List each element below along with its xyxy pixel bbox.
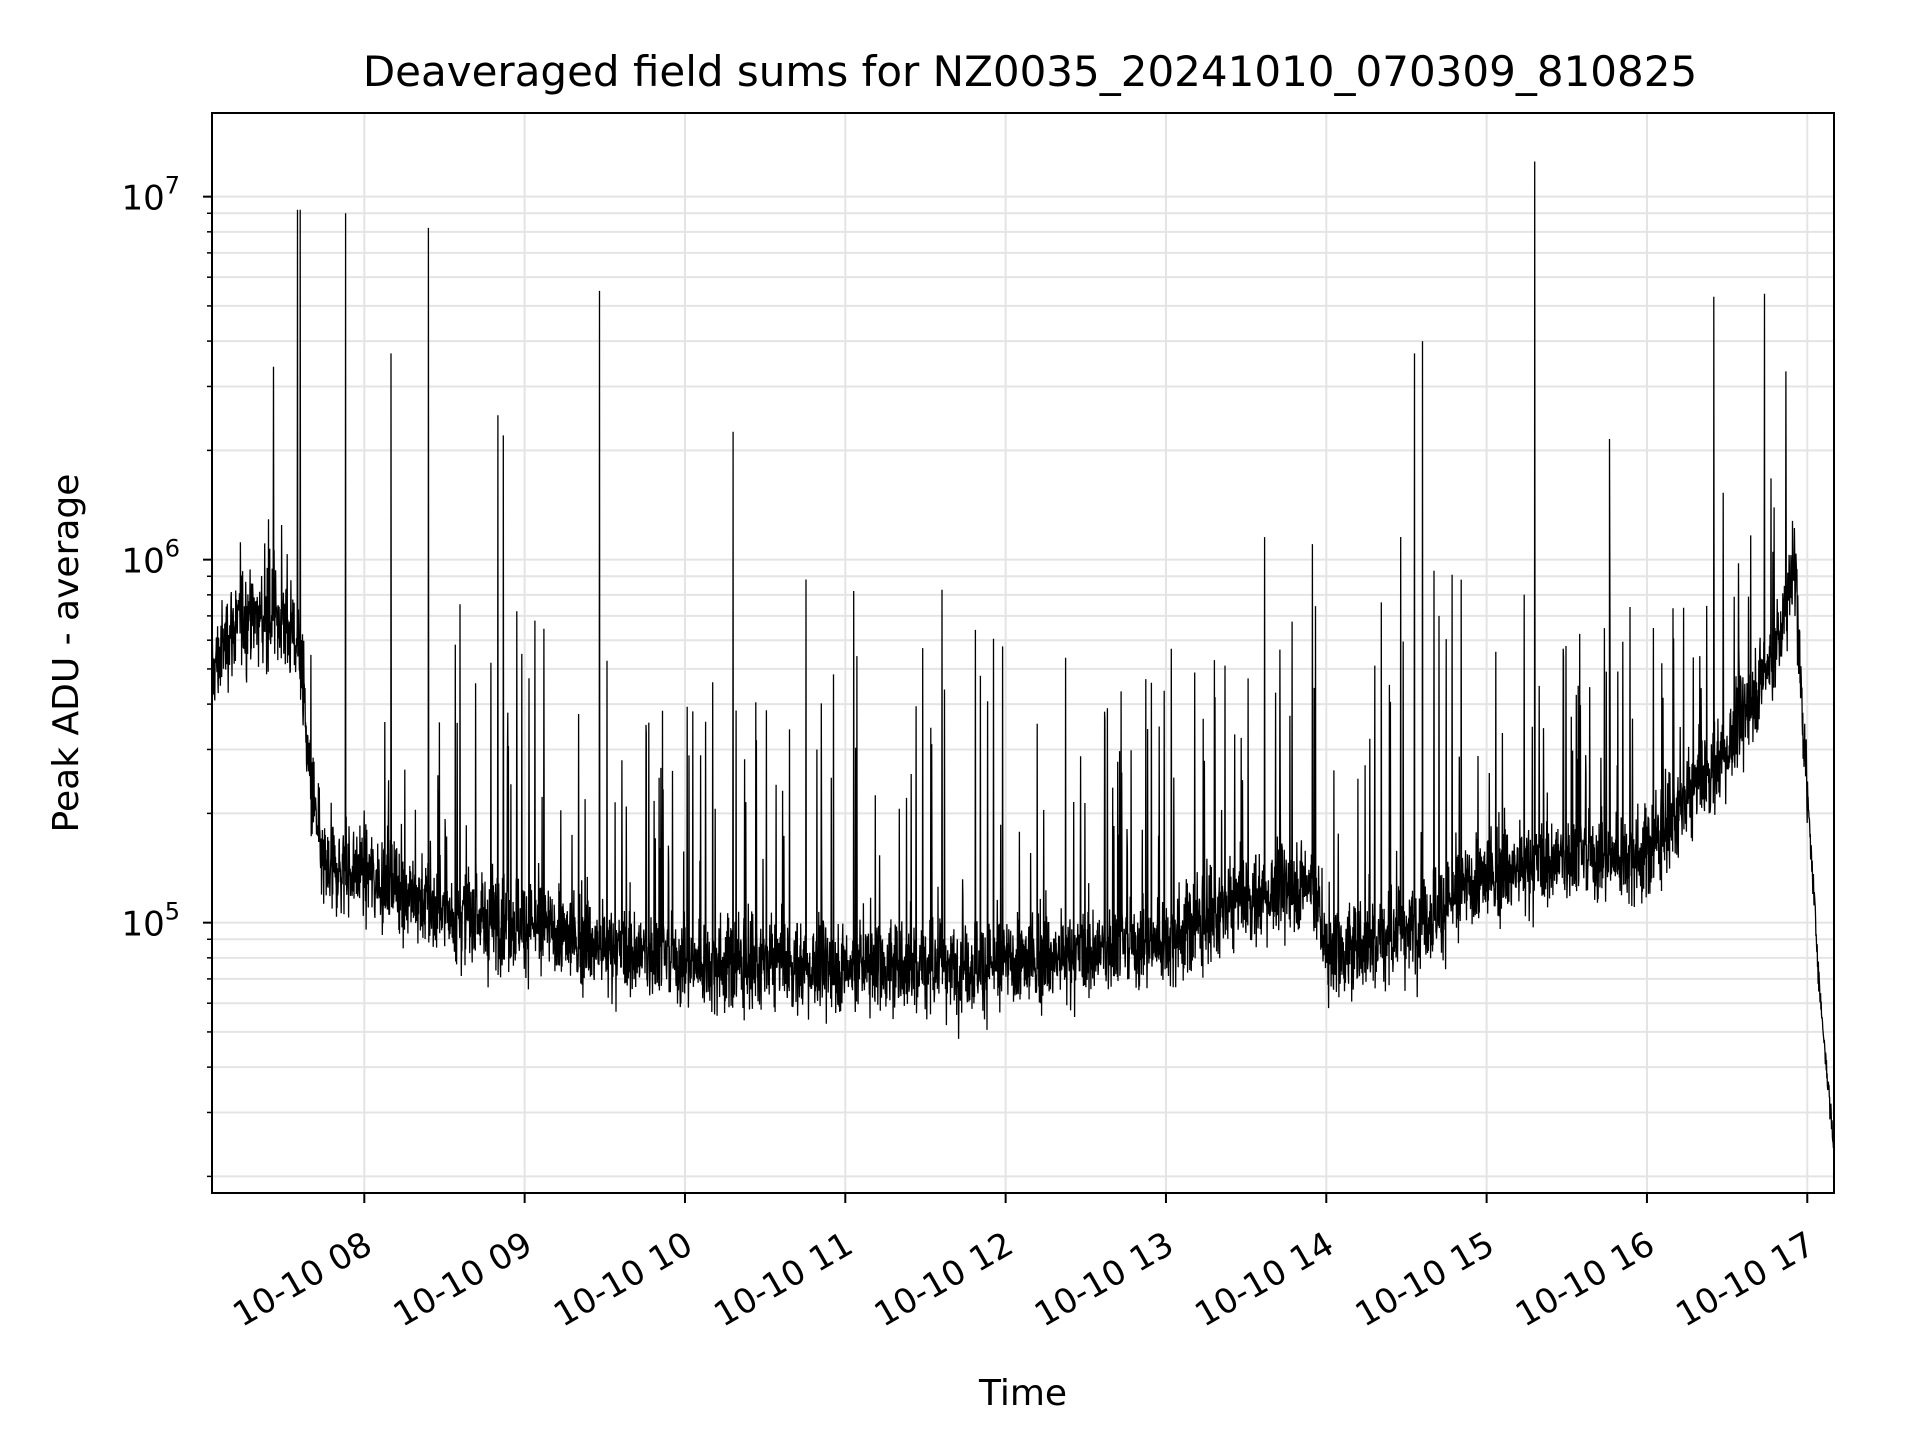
series-line	[211, 161, 1835, 1149]
y-axis-label: Peak ADU - average	[46, 474, 87, 833]
y-tick-label-base: 10	[121, 542, 164, 582]
series-path	[211, 161, 1835, 1149]
y-tick-label: 107	[121, 172, 180, 219]
y-tick-label-exponent: 7	[165, 172, 180, 200]
y-tick-label: 106	[121, 535, 180, 582]
y-tick-label-base: 10	[121, 905, 164, 945]
y-tick-label: 105	[121, 898, 180, 945]
y-tick-label-exponent: 5	[165, 898, 180, 926]
y-tick-label-base: 10	[121, 179, 164, 219]
chart-title: Deaveraged field sums for NZ0035_2024101…	[363, 47, 1697, 96]
plot-frame	[211, 112, 1835, 1194]
y-tick-label-exponent: 6	[165, 535, 180, 563]
x-axis-label: Time	[978, 1373, 1067, 1414]
